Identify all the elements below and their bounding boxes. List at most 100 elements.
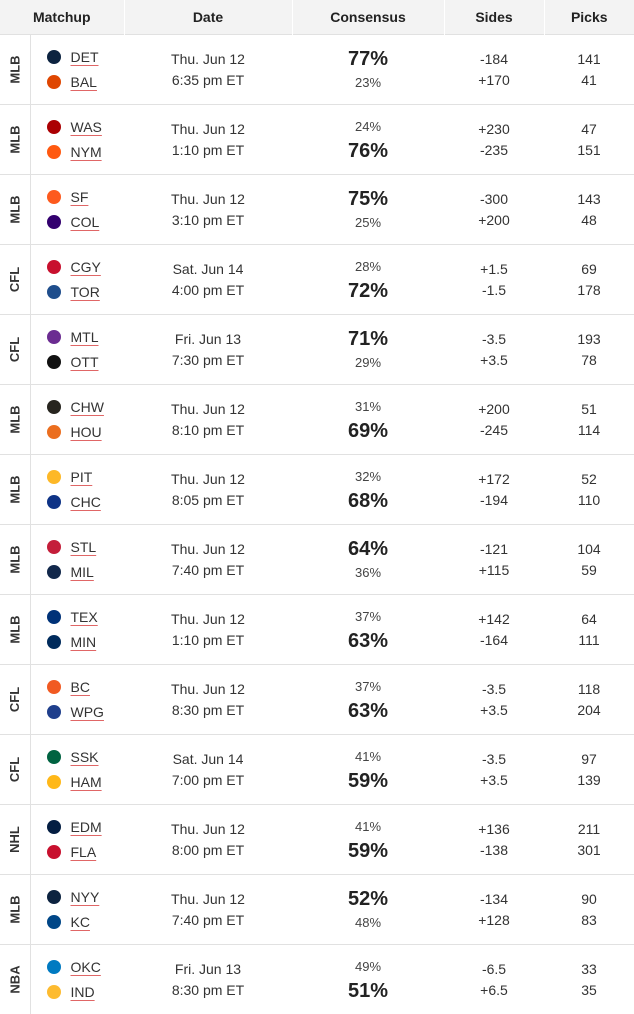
header-sides[interactable]: Sides (444, 0, 544, 35)
team-logo-icon (47, 610, 61, 624)
away-team-link[interactable]: MTL (71, 329, 99, 345)
home-team-link[interactable]: WPG (71, 704, 104, 720)
away-team-link[interactable]: BC (71, 679, 90, 695)
home-team: OTT (47, 350, 125, 375)
game-time: 8:00 pm ET (124, 840, 292, 861)
league-cell: NHL (0, 805, 30, 875)
league-label: MLB (7, 475, 22, 503)
away-team-link[interactable]: EDM (71, 819, 102, 835)
team-logo-icon (47, 425, 61, 439)
home-team-link[interactable]: BAL (71, 74, 97, 90)
away-team-link[interactable]: DET (71, 49, 99, 65)
home-side: +3.5 (444, 350, 544, 371)
home-side: -1.5 (444, 280, 544, 301)
away-picks: 69 (544, 259, 634, 280)
home-team-link[interactable]: HOU (71, 424, 102, 440)
home-consensus: 23% (292, 72, 444, 94)
home-team: MIN (47, 630, 125, 655)
home-team-link[interactable]: FLA (71, 844, 97, 860)
league-label: MLB (7, 55, 22, 83)
away-picks: 211 (544, 819, 634, 840)
away-team-link[interactable]: STL (71, 539, 97, 555)
away-team-link[interactable]: OKC (71, 959, 101, 975)
home-side: +115 (444, 560, 544, 581)
away-team-link[interactable]: TEX (71, 609, 98, 625)
away-team: NYY (47, 885, 125, 910)
home-team-link[interactable]: IND (71, 984, 95, 1000)
away-team-link[interactable]: SSK (71, 749, 99, 765)
team-logo-icon (47, 330, 61, 344)
home-side: +3.5 (444, 700, 544, 721)
sides-cell: -134+128 (444, 875, 544, 945)
home-team-link[interactable]: MIL (71, 564, 94, 580)
home-team-link[interactable]: MIN (71, 634, 97, 650)
away-team-link[interactable]: PIT (71, 469, 93, 485)
away-team: OKC (47, 955, 125, 980)
matchup-cell: CGY TOR (30, 245, 124, 315)
team-logo-icon (47, 260, 61, 274)
header-matchup[interactable]: Matchup (0, 0, 124, 35)
away-picks: 97 (544, 749, 634, 770)
away-team-link[interactable]: WAS (71, 119, 102, 135)
team-logo-icon (47, 75, 61, 89)
game-time: 8:30 pm ET (124, 980, 292, 1001)
home-team: NYM (47, 140, 125, 165)
home-team-link[interactable]: TOR (71, 284, 100, 300)
away-team-link[interactable]: CHW (71, 399, 104, 415)
home-team-link[interactable]: NYM (71, 144, 102, 160)
home-team: HOU (47, 420, 125, 445)
header-date[interactable]: Date (124, 0, 292, 35)
team-logo-icon (47, 635, 61, 649)
away-side: -184 (444, 49, 544, 70)
game-day: Thu. Jun 12 (124, 49, 292, 70)
home-team: TOR (47, 280, 125, 305)
home-team-link[interactable]: OTT (71, 354, 99, 370)
table-header: Matchup Date Consensus Sides Picks (0, 0, 634, 35)
away-team: MTL (47, 325, 125, 350)
home-team: COL (47, 210, 125, 235)
home-team-link[interactable]: CHC (71, 494, 101, 510)
away-side: +142 (444, 609, 544, 630)
header-picks[interactable]: Picks (544, 0, 634, 35)
away-team-link[interactable]: SF (71, 189, 89, 205)
home-side: +128 (444, 910, 544, 931)
league-cell: CFL (0, 665, 30, 735)
away-team: CGY (47, 255, 125, 280)
team-logo-icon (47, 190, 61, 204)
away-team-link[interactable]: CGY (71, 259, 101, 275)
team-logo-icon (47, 355, 61, 369)
home-team-link[interactable]: HAM (71, 774, 102, 790)
home-team-link[interactable]: COL (71, 214, 100, 230)
header-consensus[interactable]: Consensus (292, 0, 444, 35)
home-consensus: 51% (292, 978, 444, 1004)
away-team: CHW (47, 395, 125, 420)
matchup-cell: SSK HAM (30, 735, 124, 805)
consensus-cell: 37%63% (292, 665, 444, 735)
away-team-link[interactable]: NYY (71, 889, 100, 905)
away-consensus: 37% (292, 606, 444, 628)
home-team-link[interactable]: KC (71, 914, 90, 930)
league-cell: MLB (0, 35, 30, 105)
home-picks: 59 (544, 560, 634, 581)
league-label: CFL (7, 266, 22, 291)
home-consensus: 63% (292, 698, 444, 724)
